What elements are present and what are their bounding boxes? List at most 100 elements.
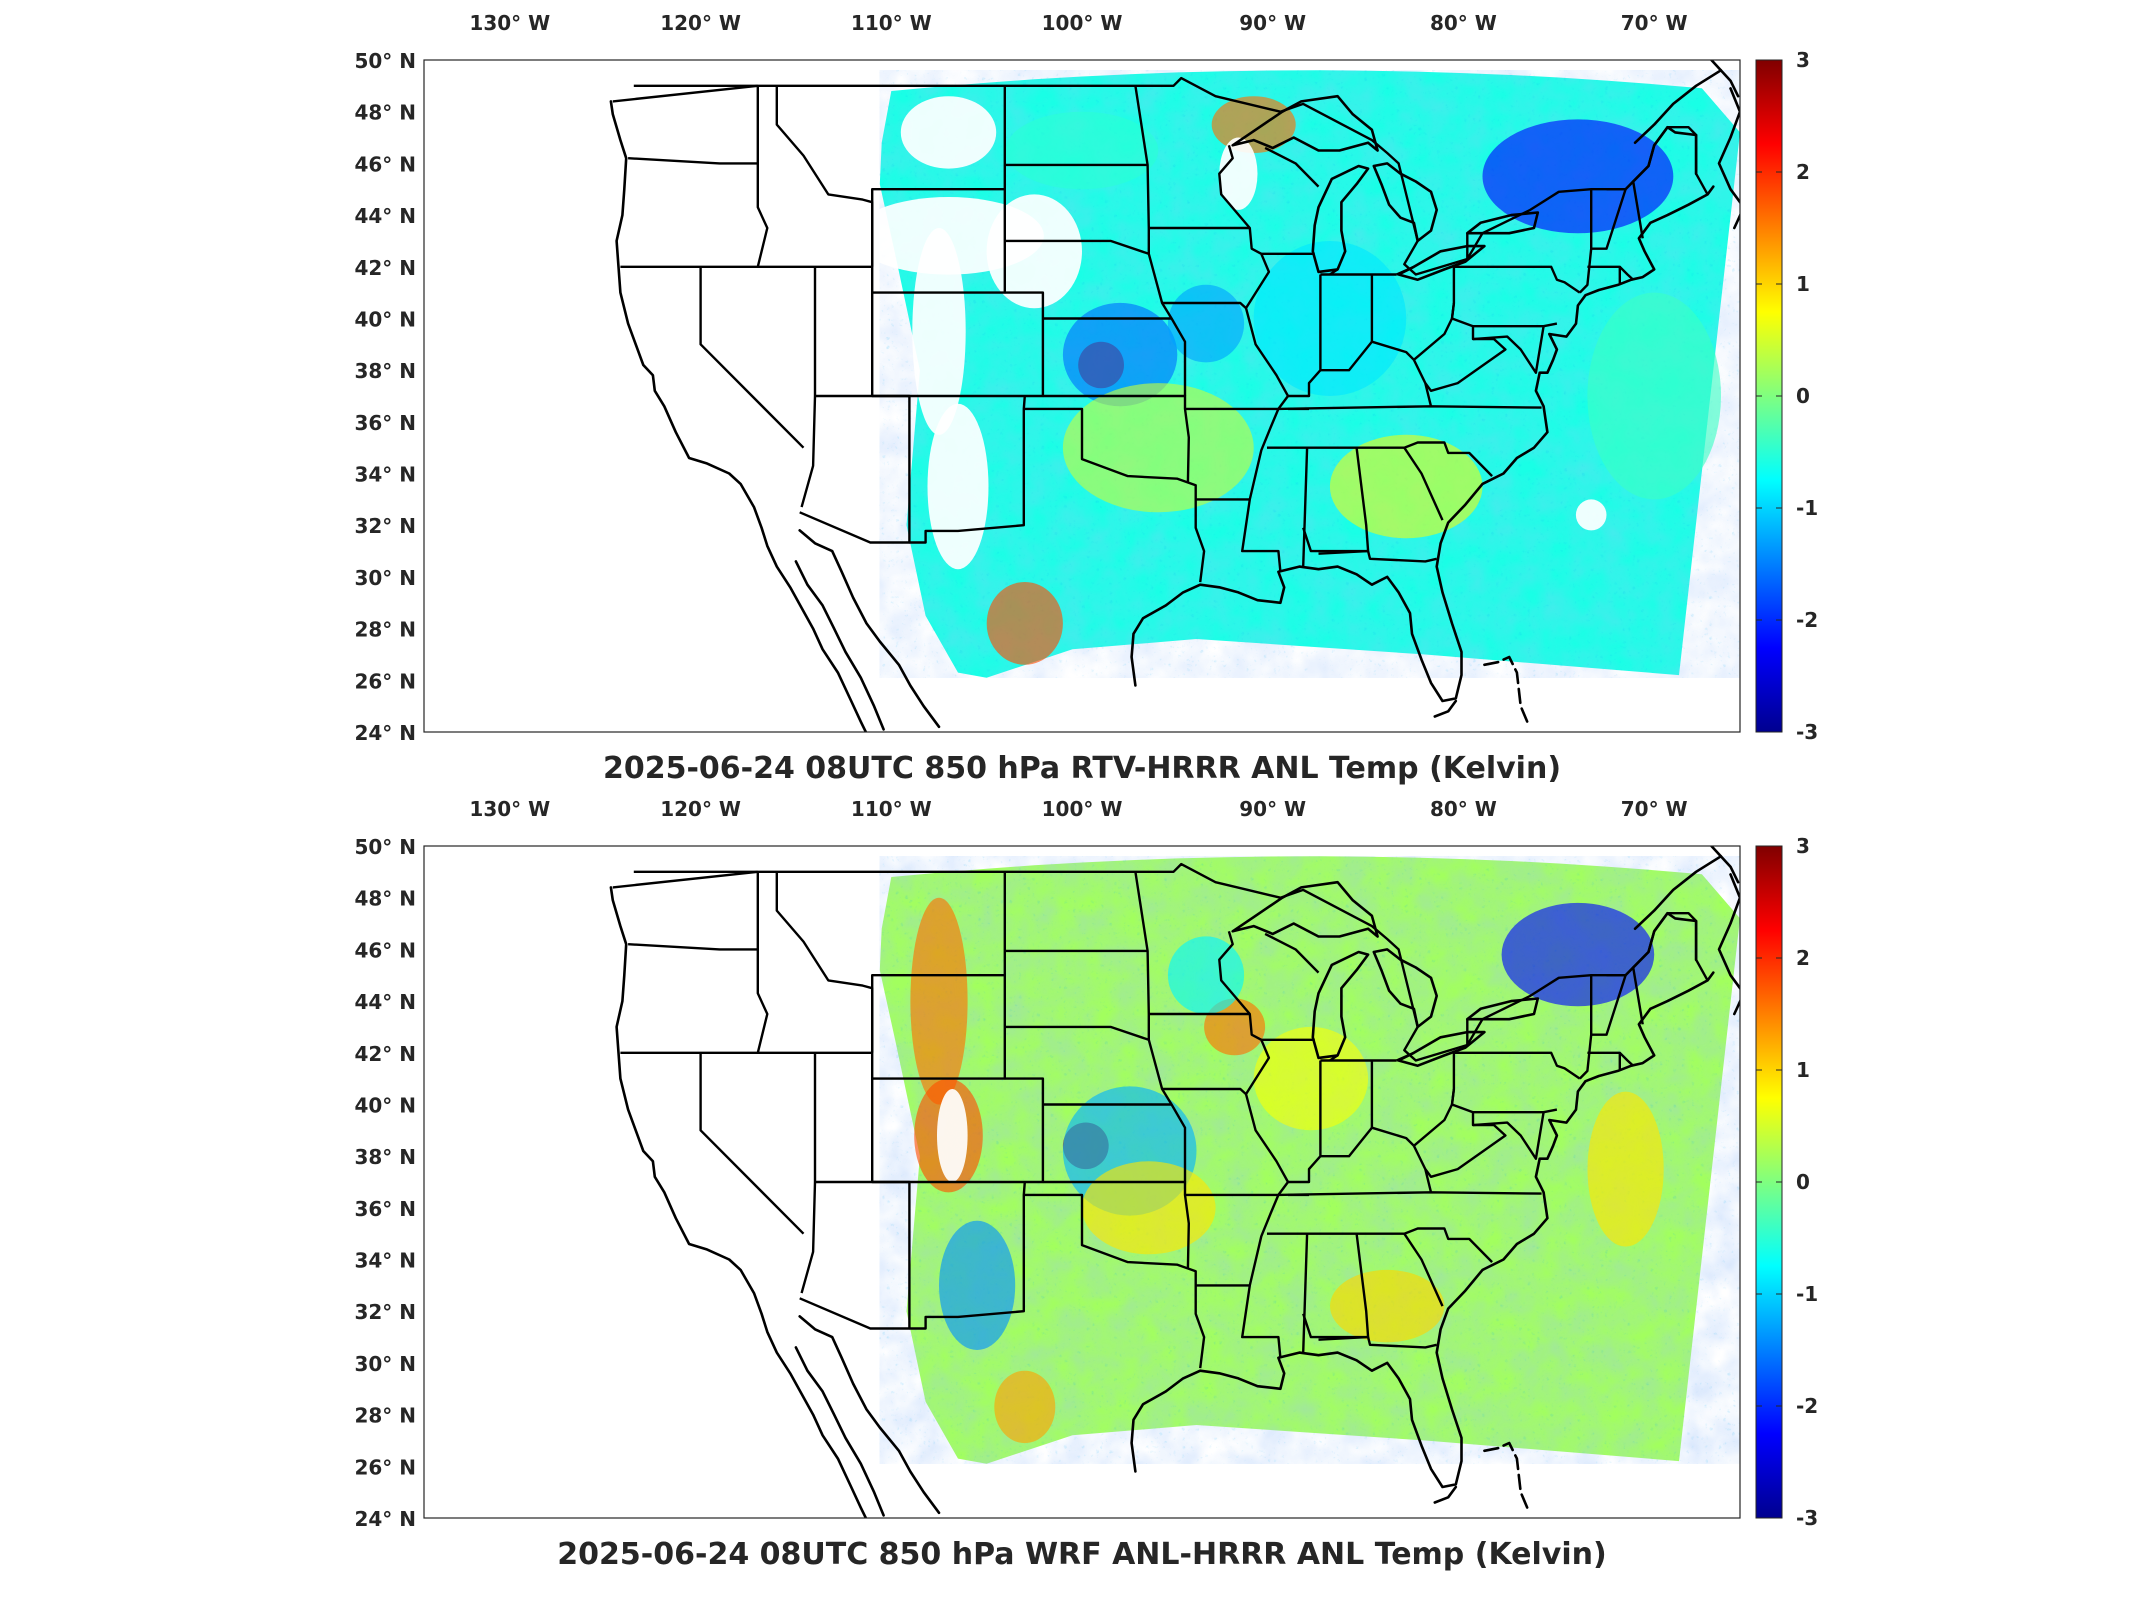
state-border <box>756 85 769 268</box>
anomaly-region <box>910 897 968 1105</box>
state-border <box>775 871 874 1053</box>
lat-tick-label: 44° N <box>354 204 416 228</box>
coastline <box>1130 185 1715 703</box>
anomaly-region <box>1062 383 1254 513</box>
colorbar-tick-label: 2 <box>1796 946 1810 970</box>
lon-tick-label: 80° W <box>1430 797 1497 821</box>
state-border <box>1004 1025 1150 1041</box>
state-border <box>1366 1336 1437 1349</box>
lon-tick-label: 100° W <box>1042 797 1123 821</box>
map-panel-1: 130° W 120° W 110° W 100° W 90° W 80° W 70° W 5… <box>354 11 1818 786</box>
anomaly-region <box>1167 936 1245 1014</box>
map-panel-2: 130° W 120° W 110° W 100° W 90° W 80° W 70° W 5… <box>354 797 1818 1572</box>
map-axes-frame <box>423 845 1741 1519</box>
state-border <box>1267 1227 1493 1263</box>
state-border <box>1023 1193 1206 1369</box>
state-border <box>756 871 769 1054</box>
anomaly-region <box>1330 1269 1445 1343</box>
lat-tick-label: 48° N <box>354 101 416 125</box>
anomaly-region <box>1587 292 1721 500</box>
coastline <box>1483 655 1530 726</box>
coastline <box>1717 87 1740 230</box>
lat-tick-label: 26° N <box>354 1455 416 1479</box>
state-border <box>871 85 1006 294</box>
lon-tick-label: 130° W <box>469 797 550 821</box>
state-border <box>699 1052 805 1235</box>
missing-data <box>1219 137 1258 210</box>
coastline <box>1130 971 1715 1489</box>
anomaly-region <box>1253 241 1407 396</box>
anomaly-region <box>1082 1161 1216 1255</box>
colorbar-tick-label: 3 <box>1796 834 1810 858</box>
lat-tick-label: 28° N <box>354 618 416 642</box>
state-border <box>871 871 1006 1080</box>
state-border <box>800 266 817 508</box>
anomaly-region <box>986 582 1063 665</box>
colorbar-tick-label: 1 <box>1796 1058 1810 1082</box>
missing-data <box>1575 499 1607 531</box>
state-border <box>1606 966 1644 1025</box>
panel-title: 2025-06-24 08UTC 850 hPa RTV-HRRR ANL Te… <box>603 751 1561 786</box>
lon-tick-label: 70° W <box>1621 11 1688 35</box>
colorbar-tick-label: 1 <box>1796 272 1810 296</box>
anomaly-region <box>1587 1091 1664 1247</box>
great-lake <box>1466 211 1540 235</box>
great-lake <box>1466 997 1540 1021</box>
state-border <box>1329 268 1339 276</box>
missing-data <box>937 1089 968 1182</box>
state-border <box>1196 498 1282 572</box>
state-border <box>1606 180 1644 239</box>
colorbar-tick-label: -2 <box>1796 1394 1818 1418</box>
lat-tick-label: 30° N <box>354 566 416 590</box>
lat-tick-label: 38° N <box>354 359 416 383</box>
state-border <box>1396 265 1415 276</box>
state-border <box>800 1052 817 1294</box>
coastline <box>794 1346 885 1517</box>
state-border <box>1591 188 1627 250</box>
state-border <box>612 870 758 889</box>
colorbar-tick-label: 3 <box>1796 48 1810 72</box>
lat-tick-label: 44° N <box>354 990 416 1014</box>
coastline <box>1433 699 1458 718</box>
state-border <box>1318 1335 1369 1341</box>
coastline <box>1710 846 1740 884</box>
state-border <box>1471 326 1545 374</box>
anomaly-region <box>1005 111 1159 190</box>
state-border <box>1185 407 1280 500</box>
state-border <box>1302 447 1309 567</box>
coastline <box>1433 1485 1458 1504</box>
state-border <box>1591 974 1627 1036</box>
missing-data <box>900 96 997 169</box>
lat-tick-label: 36° N <box>354 1197 416 1221</box>
field-speckle <box>879 856 1740 1464</box>
coastline <box>609 886 868 1518</box>
great-lake <box>1311 950 1370 1060</box>
state-border <box>1403 1233 1444 1307</box>
map-content <box>609 60 1740 732</box>
lat-tick-label: 24° N <box>354 1507 416 1531</box>
state-border <box>1023 407 1206 583</box>
state-border <box>699 266 805 449</box>
panel-title: 2025-06-24 08UTC 850 hPa WRF ANL-HRRR AN… <box>557 1537 1606 1572</box>
anomaly-region <box>1482 119 1674 234</box>
state-border <box>1264 932 1320 974</box>
colorbar-tick-label: -1 <box>1796 496 1818 520</box>
state-border <box>1004 239 1150 255</box>
state-border <box>799 394 911 544</box>
state-border <box>1196 1284 1282 1358</box>
anomaly-region <box>1062 302 1178 407</box>
state-border <box>1318 549 1369 555</box>
lat-tick-label: 48° N <box>354 887 416 911</box>
missing-data <box>986 194 1082 309</box>
state-border <box>1267 441 1493 477</box>
map-axes-frame <box>423 59 1741 733</box>
lon-tick-label: 110° W <box>851 797 932 821</box>
state-border <box>1134 85 1187 396</box>
state-border <box>1618 265 1635 281</box>
colorbar-tick-label: 0 <box>1796 1170 1810 1194</box>
lon-tick-label: 100° W <box>1042 11 1123 35</box>
state-border <box>1403 447 1444 521</box>
lat-tick-label: 36° N <box>354 411 416 435</box>
state-border <box>1618 1051 1635 1067</box>
